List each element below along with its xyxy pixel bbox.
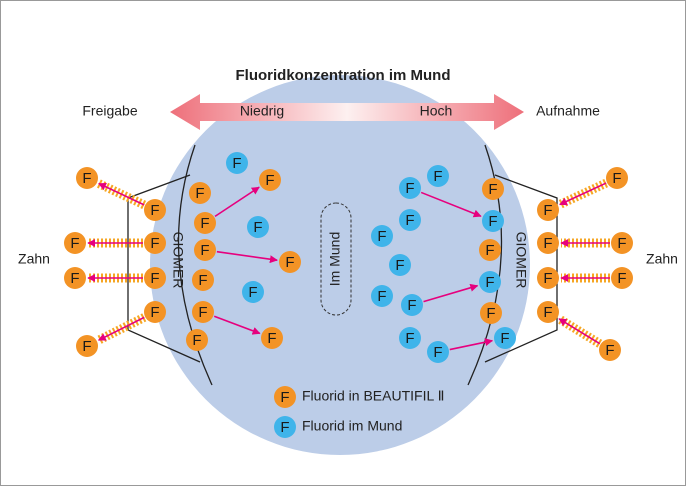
fluoride-symbol: F <box>265 172 274 189</box>
diagram: Fluoridkonzentration im Mund Freigabe Ni… <box>0 0 686 486</box>
tooth-label: Zahn <box>18 251 50 267</box>
giomer-label: GIOMER <box>513 232 529 289</box>
fluoride-symbol: F <box>192 332 201 349</box>
high-label: Hoch <box>420 103 453 119</box>
fluoride-symbol: F <box>200 215 209 232</box>
fluoride-symbol: F <box>543 235 552 252</box>
giomer-label: GIOMER <box>170 232 186 289</box>
fluoride-symbol: F <box>195 185 204 202</box>
fluoride-symbol: F <box>267 330 276 347</box>
fluoride-symbol: F <box>70 270 79 287</box>
tooth-label: Zahn <box>646 251 678 267</box>
fluoride-symbol: F <box>543 304 552 321</box>
fluoride-symbol: F <box>150 270 159 287</box>
fluoride-symbol: F <box>150 235 159 252</box>
fluoride-symbol: F <box>285 254 294 271</box>
mouth-label: Im Mund <box>327 232 343 286</box>
fluoride-symbol: F <box>253 219 262 236</box>
fluoride-symbol: F <box>280 389 289 406</box>
fluoride-symbol: F <box>248 284 257 301</box>
fluoride-symbol: F <box>232 155 241 172</box>
fluoride-symbol: F <box>612 170 621 187</box>
legend-label: Fluorid in BEAUTIFIL Ⅱ <box>302 388 445 404</box>
fluoride-symbol: F <box>433 344 442 361</box>
legend-label: Fluorid im Mund <box>302 418 402 434</box>
fluoride-symbol: F <box>150 304 159 321</box>
uptake-label: Aufnahme <box>536 103 600 119</box>
fluoride-symbol: F <box>407 297 416 314</box>
fluoride-symbol: F <box>543 202 552 219</box>
fluoride-symbol: F <box>82 170 91 187</box>
low-label: Niedrig <box>240 103 284 119</box>
fluoride-symbol: F <box>486 305 495 322</box>
fluoride-symbol: F <box>280 419 289 436</box>
fluoride-symbol: F <box>200 242 209 259</box>
fluoride-symbol: F <box>405 180 414 197</box>
fluoride-symbol: F <box>377 228 386 245</box>
fluoride-symbol: F <box>543 270 552 287</box>
fluoride-symbol: F <box>485 242 494 259</box>
fluoride-symbol: F <box>485 274 494 291</box>
fluoride-symbol: F <box>405 212 414 229</box>
fluoride-symbol: F <box>82 338 91 355</box>
title: Fluoridkonzentration im Mund <box>236 67 451 84</box>
fluoride-symbol: F <box>617 270 626 287</box>
fluoride-symbol: F <box>377 288 386 305</box>
fluoride-symbol: F <box>405 330 414 347</box>
fluoride-symbol: F <box>395 257 404 274</box>
fluoride-symbol: F <box>500 330 509 347</box>
fluoride-symbol: F <box>433 168 442 185</box>
fluoride-symbol: F <box>488 213 497 230</box>
fluoride-symbol: F <box>150 202 159 219</box>
release-label: Freigabe <box>82 103 137 119</box>
fluoride-symbol: F <box>617 235 626 252</box>
fluoride-symbol: F <box>488 181 497 198</box>
fluoride-symbol: F <box>198 304 207 321</box>
fluoride-symbol: F <box>198 272 207 289</box>
fluoride-symbol: F <box>605 342 614 359</box>
fluoride-symbol: F <box>70 235 79 252</box>
